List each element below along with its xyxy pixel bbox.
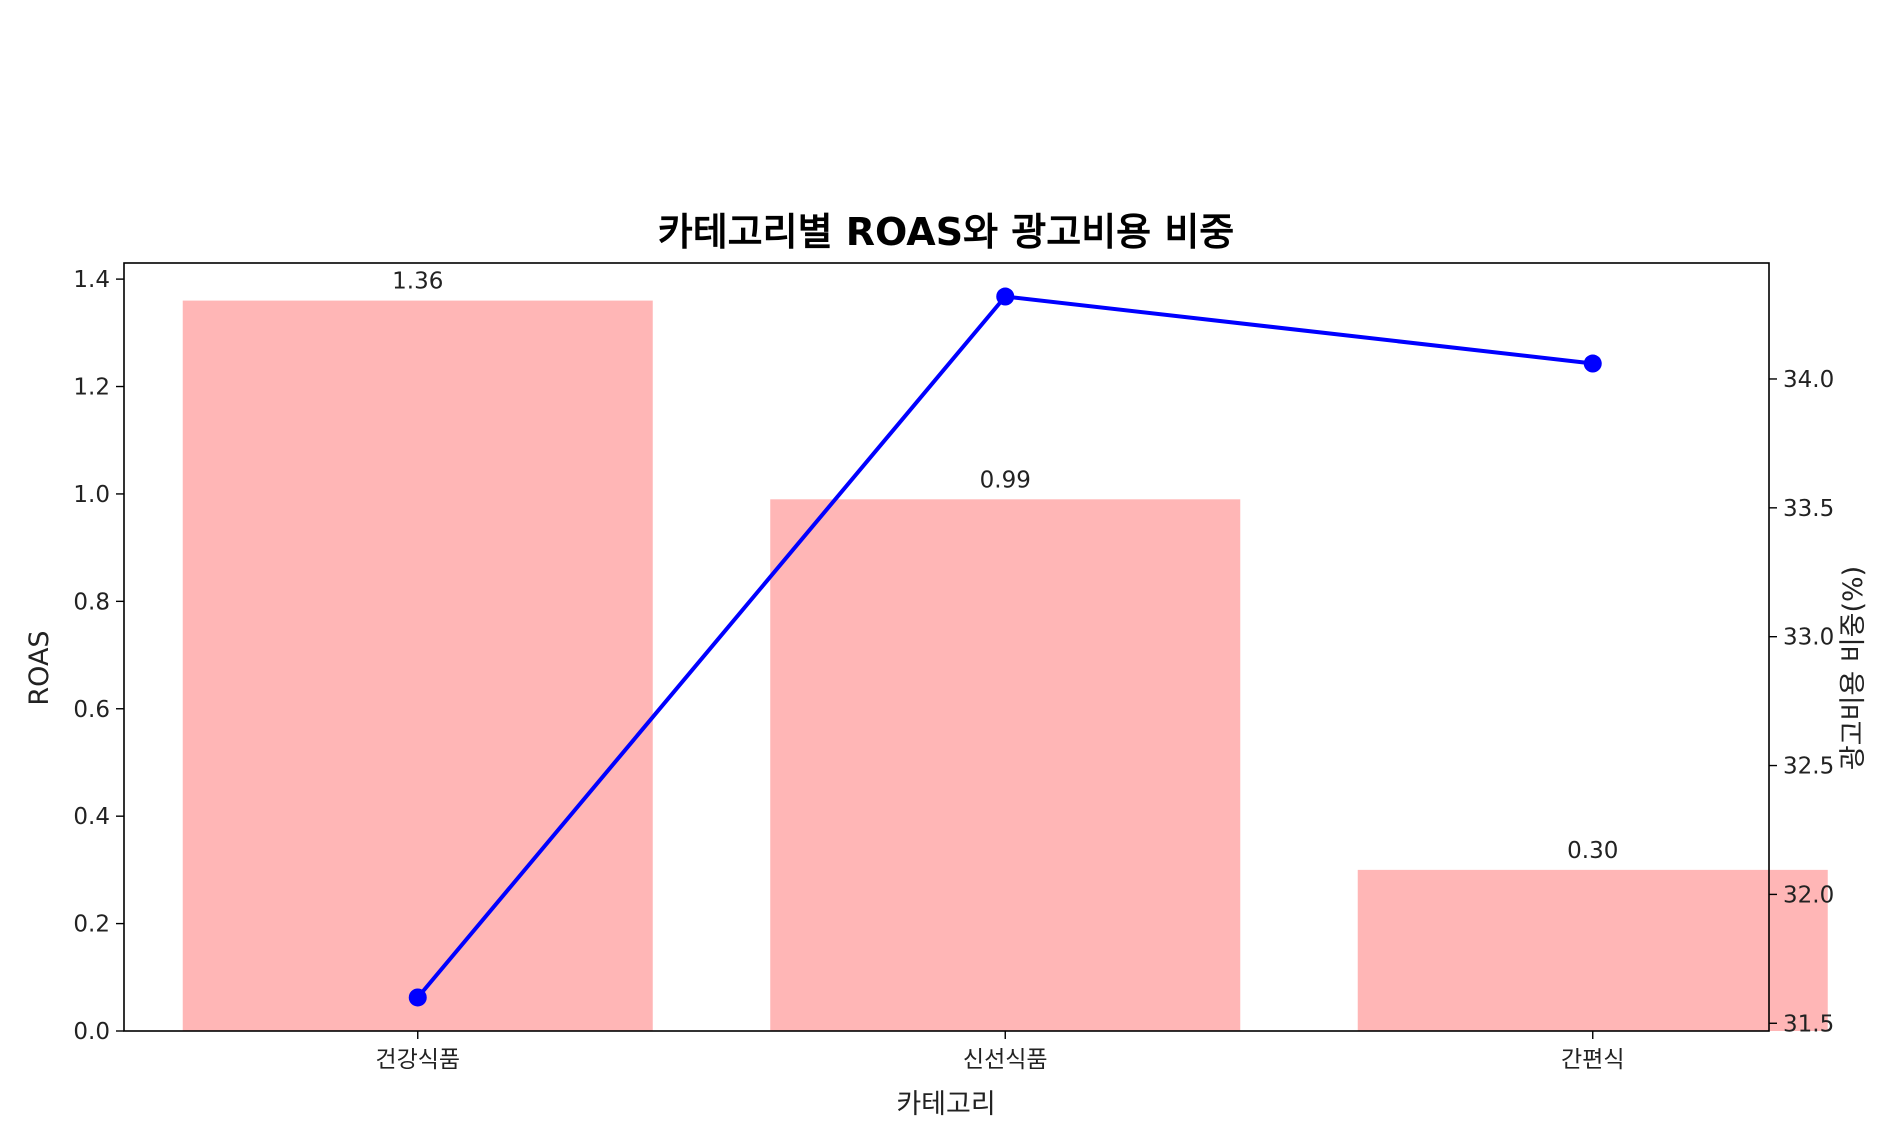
y2-tick-label: 31.5 <box>1783 1011 1834 1037</box>
bar-value-label: 1.36 <box>392 269 443 295</box>
y2-tick-label: 34.0 <box>1783 367 1834 393</box>
y2-tick-label: 32.5 <box>1783 754 1834 780</box>
ad-share-point <box>1583 354 1602 373</box>
y2-axis-label: 광고비용 비중(%) <box>1838 566 1869 770</box>
y-tick-label: 0.8 <box>73 589 110 615</box>
plot-frame <box>123 262 1770 1032</box>
y-tick-label: 1.2 <box>73 375 110 401</box>
y-tick-label: 0.4 <box>73 804 110 830</box>
line-layer <box>408 287 1602 1007</box>
bar <box>182 300 653 1032</box>
y-tick-label: 0.6 <box>73 697 110 723</box>
y-axis-label: ROAS <box>24 630 55 705</box>
x-tick-label: 간편식 <box>1561 1047 1624 1073</box>
ad-share-point <box>408 988 427 1007</box>
ad-share-point <box>996 287 1015 306</box>
chart-title: 카테고리별 ROAS와 광고비용 비중 <box>658 210 1235 254</box>
bar-value-label: 0.30 <box>1567 838 1618 864</box>
y2-tick-label: 33.5 <box>1783 496 1834 522</box>
bar <box>1357 869 1828 1031</box>
bar <box>770 499 1241 1031</box>
y-tick-label: 0.0 <box>73 1019 110 1045</box>
y-tick-label: 0.2 <box>73 912 110 938</box>
y2-tick-label: 33.0 <box>1783 625 1834 651</box>
y2-tick-label: 32.0 <box>1783 882 1834 908</box>
x-tick-label: 건강식품 <box>375 1047 460 1073</box>
x-axis-label: 카테고리 <box>896 1089 995 1120</box>
bar-value-label: 0.99 <box>980 467 1031 493</box>
bars-layer <box>182 300 1828 1032</box>
x-tick-label: 신선식품 <box>963 1047 1048 1073</box>
axes-layer: 0.0 0.2 0.4 0.6 0.8 1.0 1.2 1.4 31.5 32.0 32.5 33.0… <box>73 262 1834 1073</box>
y-tick-label: 1.0 <box>73 482 110 508</box>
y-tick-label: 1.4 <box>73 267 110 293</box>
labels-layer: 1.360.990.3031.6%34.3%34.1% <box>392 269 1618 864</box>
